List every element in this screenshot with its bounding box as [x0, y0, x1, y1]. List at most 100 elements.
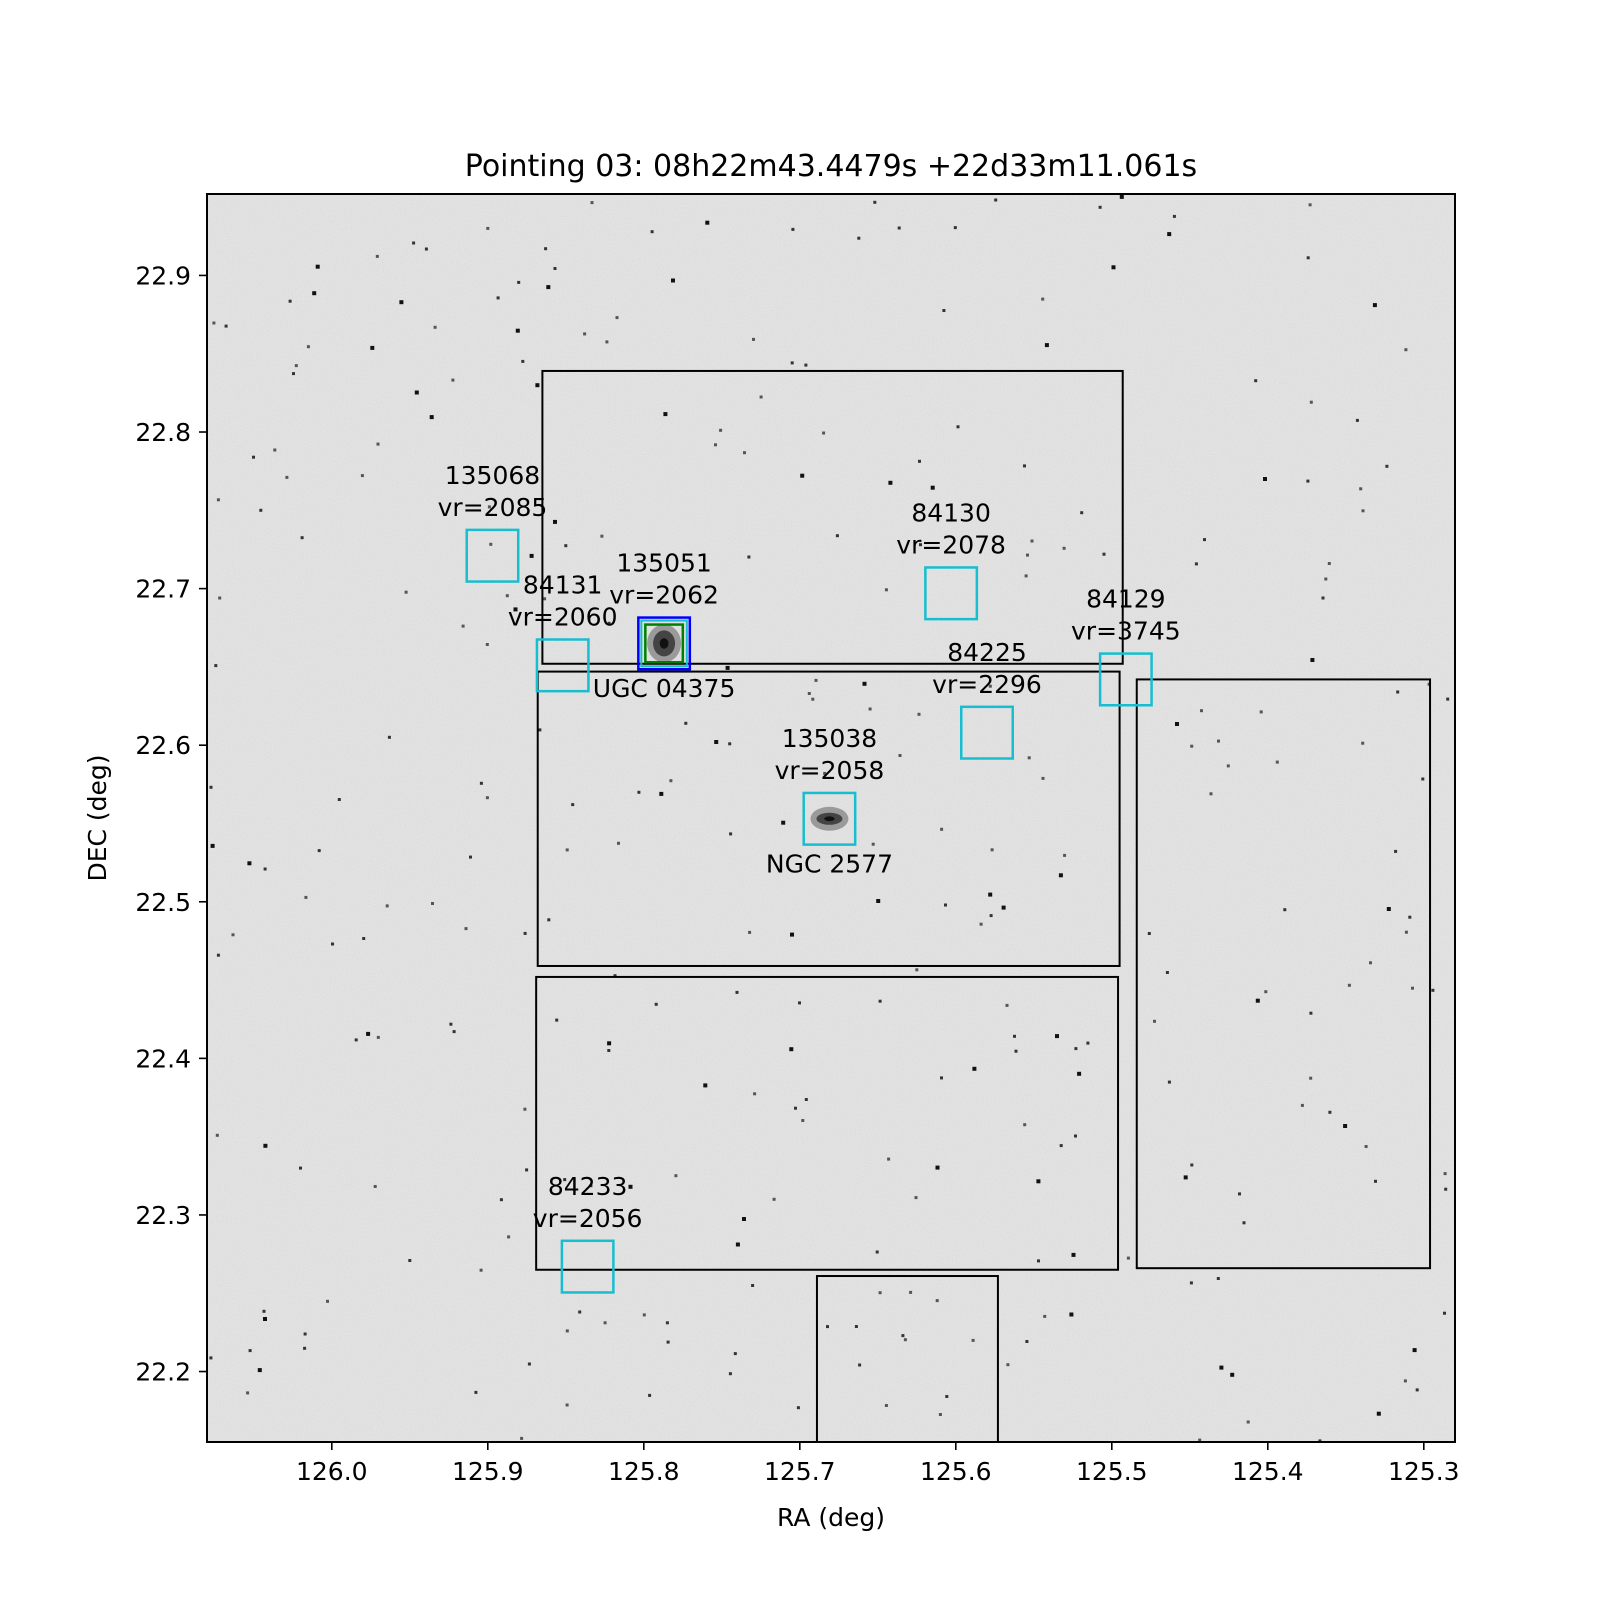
star [1324, 577, 1328, 581]
star [917, 712, 921, 716]
star [1194, 562, 1198, 566]
star [424, 247, 428, 251]
source-box [802, 791, 857, 846]
star [1023, 1123, 1027, 1127]
star [659, 791, 664, 796]
star [801, 1119, 805, 1122]
star [247, 861, 252, 866]
star [733, 1352, 737, 1356]
star [1361, 741, 1365, 745]
star [212, 321, 216, 325]
star [331, 942, 334, 946]
star [1167, 232, 1172, 237]
star [1328, 1110, 1332, 1114]
star [218, 596, 222, 600]
star [909, 1290, 913, 1294]
star [214, 664, 218, 668]
x-tick-label: 125.6 [920, 1457, 992, 1486]
star [1013, 1034, 1016, 1038]
y-tick-label: 22.2 [135, 1358, 191, 1387]
star [650, 230, 654, 234]
star [915, 968, 919, 972]
star [1355, 418, 1359, 422]
star [337, 798, 341, 801]
star [725, 665, 730, 670]
star [479, 781, 483, 785]
star [1408, 915, 1412, 919]
source-box [535, 638, 590, 693]
star [1396, 690, 1400, 694]
star [1071, 1252, 1076, 1257]
star [940, 1076, 943, 1080]
star [642, 1313, 646, 1317]
x-tick-label: 125.7 [764, 1457, 836, 1486]
star [487, 505, 491, 509]
star [1172, 214, 1176, 218]
star [259, 508, 263, 512]
star [884, 1404, 888, 1407]
star [752, 337, 755, 341]
source-vr-label: vr=3745 [1071, 617, 1181, 646]
star [1069, 1312, 1074, 1317]
star [1369, 961, 1372, 965]
star [1014, 1049, 1018, 1053]
star [705, 220, 710, 225]
star [875, 1250, 879, 1254]
source-box [560, 1239, 615, 1294]
star [1364, 1145, 1368, 1148]
star [804, 363, 808, 367]
star [231, 933, 235, 937]
star [1006, 1363, 1010, 1367]
star [663, 412, 668, 417]
plot-frame [206, 193, 1456, 1443]
plot-area: 135068vr=208584131vr=2060135051vr=206284… [206, 193, 1456, 1443]
star [956, 425, 960, 429]
star [772, 1197, 776, 1201]
star [1111, 265, 1116, 270]
footprint-rect [815, 1275, 999, 1442]
star [1300, 1103, 1304, 1107]
star [1175, 722, 1179, 726]
star [742, 1217, 746, 1221]
star [209, 1356, 213, 1360]
star [414, 390, 419, 395]
star [248, 1349, 252, 1353]
source-id-label: 84131 [523, 570, 603, 599]
star [823, 771, 827, 775]
star [684, 721, 688, 725]
star [876, 899, 881, 903]
star [513, 607, 518, 612]
star [743, 451, 746, 455]
star [1347, 983, 1351, 987]
footprint-rect [535, 975, 1120, 1271]
star [901, 1334, 905, 1338]
star [1412, 1348, 1417, 1353]
star [257, 1368, 262, 1373]
source-vr-label: vr=2056 [533, 1204, 643, 1233]
star [1198, 1438, 1202, 1442]
star [523, 931, 527, 935]
star [972, 1066, 977, 1071]
star [607, 1049, 611, 1052]
star [565, 848, 569, 852]
star [1165, 971, 1169, 974]
star [1183, 1175, 1188, 1180]
star [648, 1393, 652, 1397]
star [1102, 552, 1106, 556]
star [1074, 1047, 1078, 1051]
star [1080, 511, 1084, 515]
footprint-rect [1135, 678, 1432, 1270]
star [930, 485, 935, 490]
star [748, 930, 752, 934]
star [1254, 379, 1258, 383]
star [538, 728, 542, 732]
star [945, 1395, 949, 1398]
star [1200, 709, 1203, 713]
star [555, 1018, 559, 1022]
star [603, 1321, 607, 1325]
star [751, 1284, 755, 1287]
star [553, 519, 557, 524]
star-field [209, 194, 1450, 1442]
star [1190, 744, 1194, 748]
star [835, 534, 839, 538]
